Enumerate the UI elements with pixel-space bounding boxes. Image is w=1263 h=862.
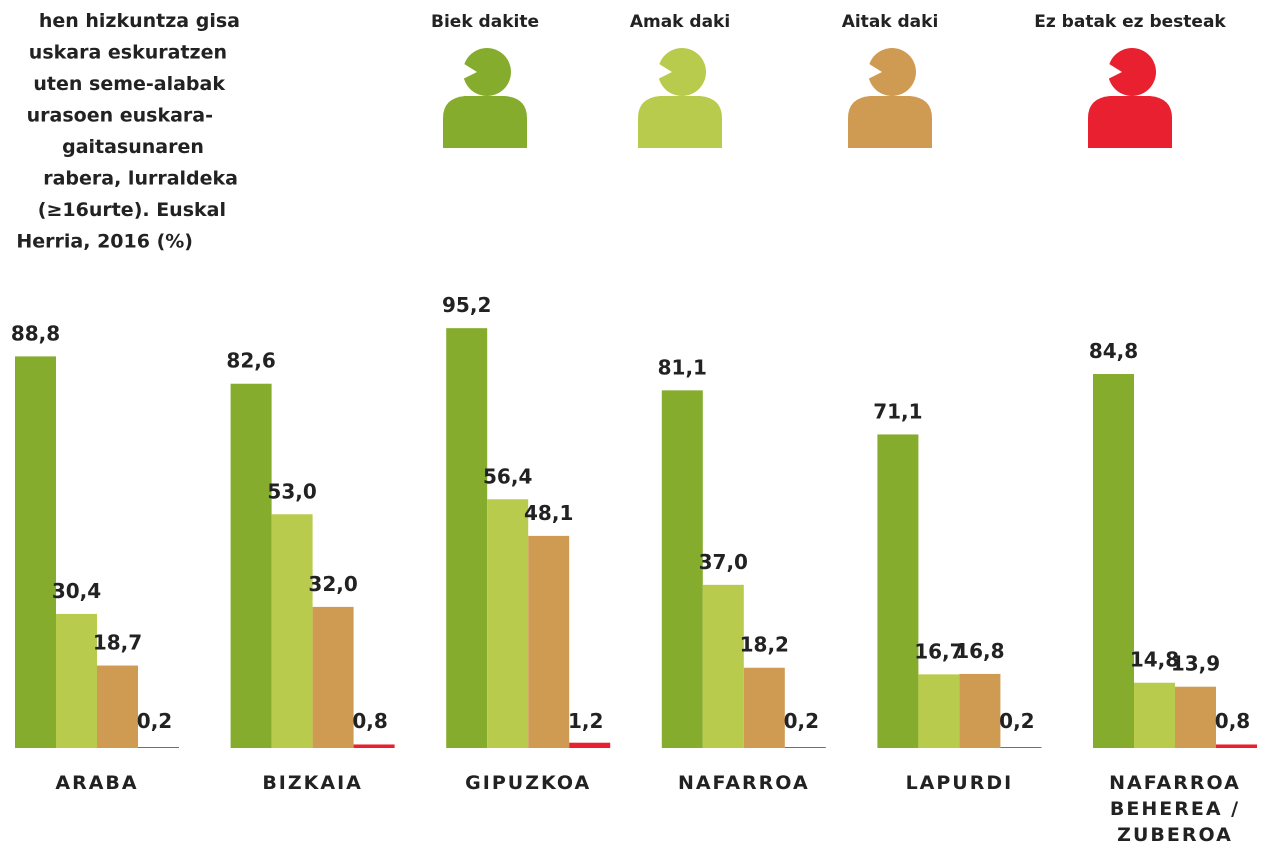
x-tick-label: ARABA	[55, 772, 139, 794]
value-label: 0,8	[1215, 709, 1250, 733]
value-label: 1,2	[568, 709, 603, 733]
value-label: 14,8	[1130, 648, 1179, 672]
value-label: 84,8	[1089, 339, 1138, 363]
bar	[1000, 747, 1042, 748]
value-label: 71,1	[873, 399, 922, 423]
chart-title: rabera, lurraldeka	[43, 168, 238, 190]
value-label: 0,8	[352, 709, 387, 733]
value-label: 56,4	[483, 464, 532, 488]
legend-icon	[868, 48, 916, 96]
bar	[1093, 374, 1134, 748]
bar	[743, 667, 785, 748]
bar	[528, 535, 570, 748]
legend-icon	[443, 96, 527, 148]
bar	[918, 674, 960, 748]
legend-label: Ez batak ez besteak	[1034, 12, 1226, 32]
bar	[56, 613, 97, 748]
legend-icon	[656, 62, 672, 80]
legend-icon	[1088, 96, 1172, 148]
bar	[271, 514, 313, 748]
chart-title: uskara eskuratzen	[29, 42, 227, 64]
chart-title: hen hizkuntza gisa	[39, 10, 240, 32]
value-label: 16,7	[914, 639, 963, 663]
value-label: 0,2	[999, 709, 1034, 733]
legend-label: Aitak daki	[842, 12, 939, 32]
x-tick-label: NAFARROA	[677, 772, 810, 794]
chart-title: gaitasunaren	[62, 136, 204, 158]
value-label: 95,2	[442, 293, 491, 317]
value-label: 81,1	[658, 355, 707, 379]
legend-icon	[638, 96, 722, 148]
value-label: 0,2	[784, 709, 819, 733]
bar	[661, 390, 703, 748]
x-tick-label: LAPURDI	[905, 772, 1014, 794]
legend-icon	[658, 48, 706, 96]
value-label: 37,0	[699, 550, 748, 574]
bar	[230, 383, 272, 748]
x-tick-label: BIZKAIA	[262, 772, 363, 794]
value-label: 18,2	[740, 633, 789, 657]
legend-icon	[463, 48, 511, 96]
legend-icon	[848, 96, 932, 148]
value-label: 32,0	[308, 572, 357, 596]
x-tick-label: GIPUZKOA	[465, 772, 592, 794]
bar	[1134, 682, 1175, 748]
bar	[1175, 686, 1216, 748]
bar	[138, 747, 179, 748]
bar	[1216, 744, 1257, 748]
bar	[959, 673, 1001, 748]
value-label: 48,1	[524, 501, 573, 525]
value-label: 88,8	[11, 321, 60, 345]
bar	[97, 665, 138, 748]
value-label: 30,4	[52, 579, 101, 603]
bar	[15, 356, 56, 748]
chart-title: uten seme-alabak	[33, 73, 225, 95]
bar	[446, 328, 488, 748]
value-label: 0,2	[137, 709, 172, 733]
bar	[353, 744, 395, 748]
legend-label: Biek dakite	[431, 12, 539, 32]
legend-label: Amak daki	[630, 12, 730, 32]
value-label: 82,6	[226, 349, 275, 373]
value-label: 53,0	[267, 479, 316, 503]
bar	[569, 742, 611, 748]
value-label: 13,9	[1171, 652, 1220, 676]
bar	[702, 584, 744, 748]
bar	[312, 606, 354, 748]
legend-icon	[866, 62, 882, 80]
bar	[784, 747, 826, 748]
value-label: 18,7	[93, 631, 142, 655]
legend-icon	[1106, 62, 1122, 80]
bar	[487, 499, 529, 748]
chart-title: urasoen euskara-	[27, 105, 213, 127]
bar	[877, 434, 919, 748]
chart-title: Herria, 2016 (%)	[16, 231, 193, 253]
legend-icon	[1108, 48, 1156, 96]
chart-title: (≥16urte). Euskal	[38, 199, 226, 221]
value-label: 16,8	[955, 639, 1004, 663]
x-tick-label: NAFARROA BEHEREA / ZUBEROA	[1109, 772, 1241, 846]
legend-icon	[461, 62, 477, 80]
